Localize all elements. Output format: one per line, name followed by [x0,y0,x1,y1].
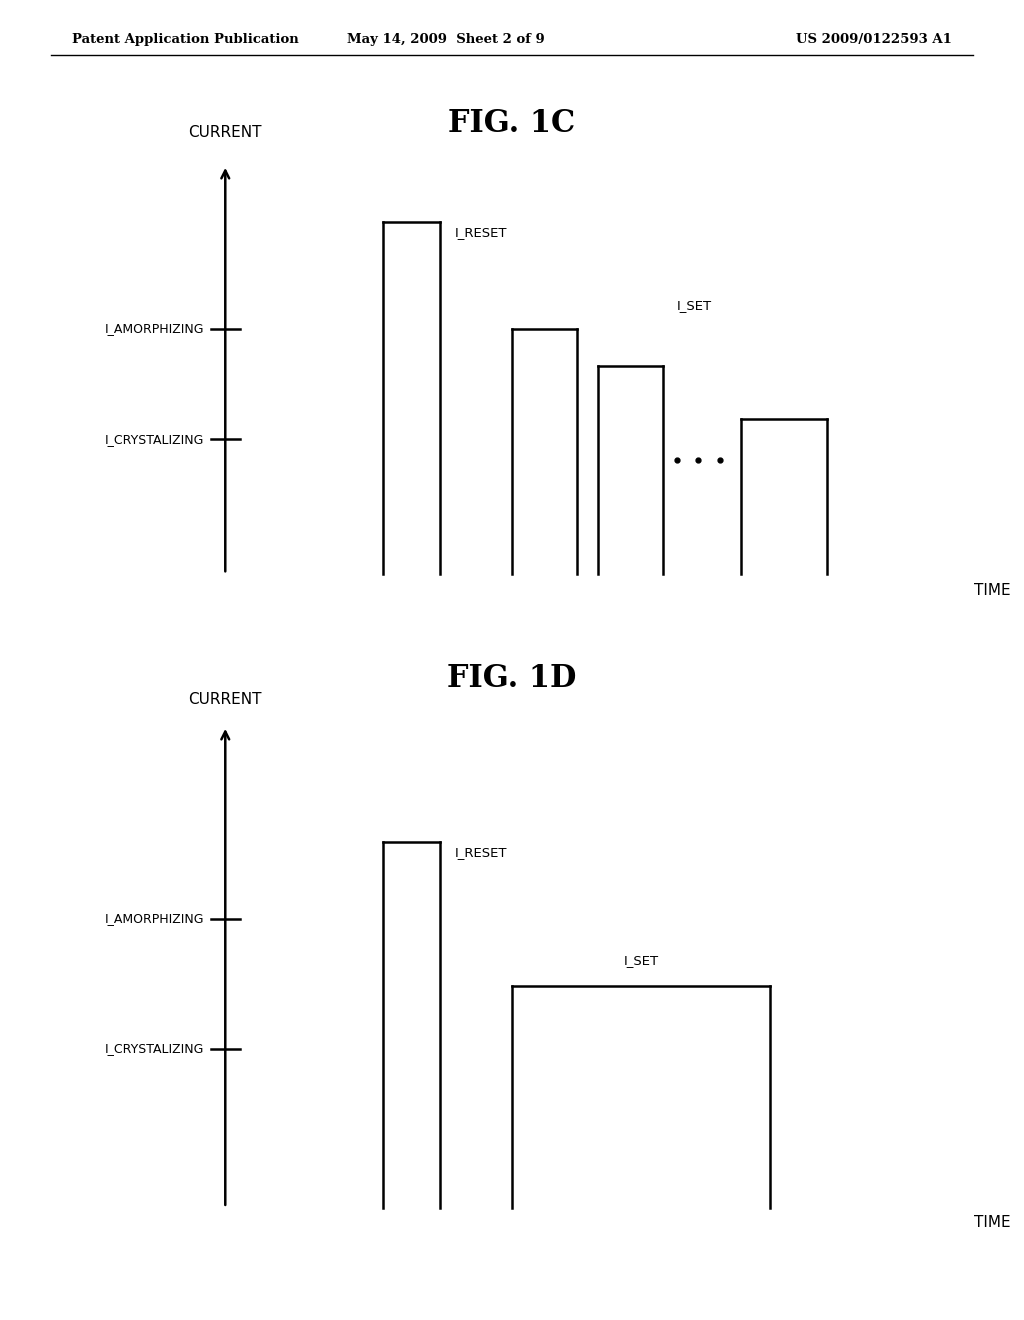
Text: I_AMORPHIZING: I_AMORPHIZING [104,912,204,925]
Text: I_SET: I_SET [677,300,712,313]
Text: I_SET: I_SET [624,954,658,966]
Text: FIG. 1D: FIG. 1D [447,663,577,693]
Text: I_CRYSTALIZING: I_CRYSTALIZING [104,433,204,446]
Text: I_RESET: I_RESET [455,846,507,859]
Text: CURRENT: CURRENT [188,692,262,706]
Text: I_RESET: I_RESET [455,227,507,239]
Text: CURRENT: CURRENT [188,125,262,140]
Text: FIG. 1C: FIG. 1C [449,108,575,139]
Text: TIME: TIME [974,583,1011,598]
Text: May 14, 2009  Sheet 2 of 9: May 14, 2009 Sheet 2 of 9 [346,33,545,46]
Text: Patent Application Publication: Patent Application Publication [72,33,298,46]
Text: I_AMORPHIZING: I_AMORPHIZING [104,322,204,335]
Text: TIME: TIME [974,1214,1011,1230]
Text: US 2009/0122593 A1: US 2009/0122593 A1 [797,33,952,46]
Text: I_CRYSTALIZING: I_CRYSTALIZING [104,1043,204,1055]
